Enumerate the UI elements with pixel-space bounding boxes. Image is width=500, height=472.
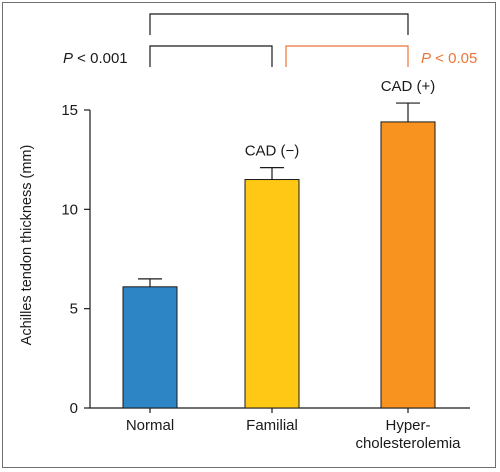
significance-bracket xyxy=(149,13,409,35)
p-value-label: P < 0.001 xyxy=(63,50,128,67)
y-tick-label: 10 xyxy=(61,201,78,218)
x-tick-label: Normal xyxy=(126,417,174,434)
bar-annotation: CAD (+) xyxy=(381,78,436,95)
significance-bracket xyxy=(285,45,409,67)
significance-bracket xyxy=(149,45,273,67)
x-tick-label: cholesterolemia xyxy=(355,435,461,452)
significance-brackets xyxy=(149,13,409,67)
y-tick-label: 5 xyxy=(70,301,78,318)
bar xyxy=(380,121,436,409)
p-symbol: P xyxy=(421,50,431,67)
x-tick-label: Hyper- xyxy=(385,417,430,434)
x-tick-label: Familial xyxy=(246,417,298,434)
p-value-label: P < 0.05 xyxy=(421,50,477,67)
bar xyxy=(122,286,178,409)
bar xyxy=(244,179,300,409)
p-threshold: < 0.05 xyxy=(431,50,477,67)
bar-annotation: CAD (−) xyxy=(245,143,300,160)
p-threshold: < 0.001 xyxy=(73,50,128,67)
y-tick-label: 15 xyxy=(61,102,78,119)
labels: 0 5 10 15 Achilles tendon thickness (mm) Norm… xyxy=(19,50,477,452)
p-symbol: P xyxy=(63,50,73,67)
y-tick-label: 0 xyxy=(70,400,78,417)
bars xyxy=(122,102,436,409)
y-axis-title: Achilles tendon thickness (mm) xyxy=(19,145,35,346)
